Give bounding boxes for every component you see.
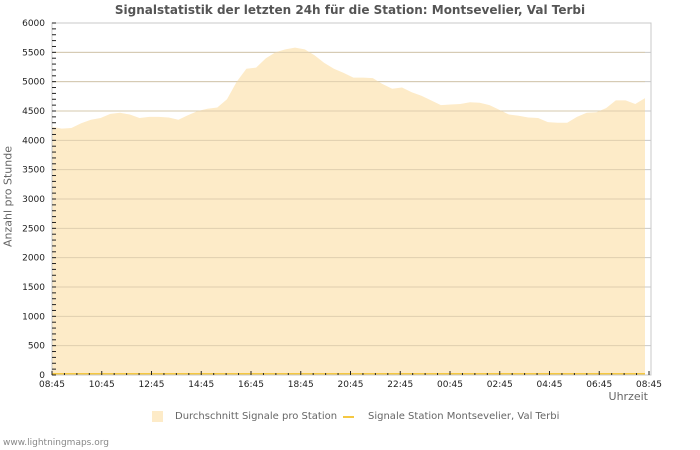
legend-item-station: Signale Station Montsevelier, Val Terbi: [343, 411, 559, 422]
svg-text:1500: 1500: [22, 283, 45, 293]
svg-text:2000: 2000: [22, 254, 45, 264]
svg-text:2500: 2500: [22, 224, 45, 234]
legend-area-swatch: [152, 411, 163, 422]
y-axis-label: Anzahl pro Stunde: [1, 146, 15, 248]
svg-text:10:45: 10:45: [89, 380, 115, 390]
svg-text:3500: 3500: [22, 166, 45, 176]
svg-text:08:45: 08:45: [636, 380, 662, 390]
svg-text:4500: 4500: [22, 107, 45, 117]
svg-text:1000: 1000: [22, 312, 45, 322]
legend-label-average: Durchschnitt Signale pro Station: [175, 411, 338, 422]
legend-item-average: Durchschnitt Signale pro Station: [152, 411, 337, 422]
svg-text:16:45: 16:45: [238, 380, 264, 390]
y-axis-ticks: 0 500 1000 1500 2000 2500 3000 3500 4000 4500 5000…: [22, 19, 56, 381]
svg-text:5000: 5000: [22, 78, 45, 88]
chart-title: Signalstatistik der letzten 24h für die …: [114, 3, 586, 17]
svg-text:14:45: 14:45: [188, 380, 214, 390]
svg-text:5500: 5500: [22, 48, 45, 58]
svg-text:22:45: 22:45: [387, 380, 413, 390]
svg-text:12:45: 12:45: [139, 380, 165, 390]
svg-text:08:45: 08:45: [39, 380, 65, 390]
svg-text:6000: 6000: [22, 19, 45, 29]
svg-text:00:45: 00:45: [437, 380, 463, 390]
svg-text:0: 0: [39, 371, 45, 381]
svg-text:500: 500: [28, 342, 45, 352]
svg-text:06:45: 06:45: [586, 380, 612, 390]
average-signals-area: [52, 47, 645, 375]
svg-text:02:45: 02:45: [487, 380, 513, 390]
svg-text:18:45: 18:45: [288, 380, 314, 390]
svg-text:3000: 3000: [22, 195, 45, 205]
x-axis-ticks: 08:45 10:45 12:45 14:45 16:45 18:45 20:45 22:45…: [39, 371, 662, 390]
svg-text:04:45: 04:45: [537, 380, 563, 390]
svg-text:4000: 4000: [22, 136, 45, 146]
x-axis-label: Uhrzeit: [608, 390, 648, 403]
footer-credit: www.lightningmaps.org: [3, 438, 109, 448]
svg-text:20:45: 20:45: [338, 380, 364, 390]
legend-line-swatch: [343, 415, 354, 418]
grid-overlay: [52, 51, 645, 347]
legend-label-station: Signale Station Montsevelier, Val Terbi: [368, 411, 560, 422]
